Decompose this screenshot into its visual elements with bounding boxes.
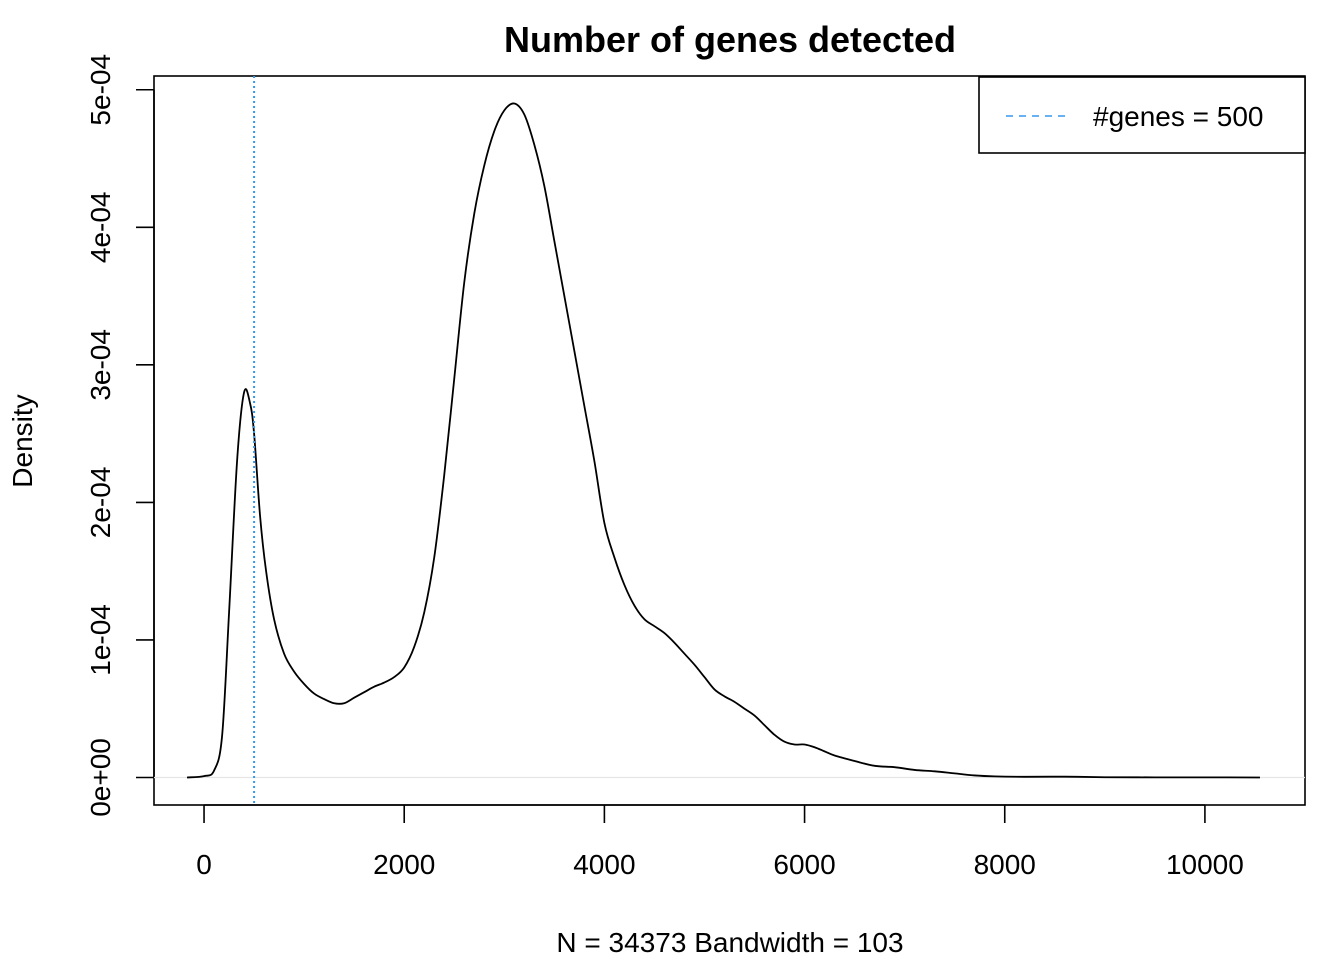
legend: #genes = 500: [978, 76, 1306, 154]
x-tick-label: 0: [196, 849, 212, 880]
y-tick-label: 1e-04: [85, 604, 116, 676]
y-tick-label: 5e-04: [85, 54, 116, 126]
chart-title: Number of genes detected: [504, 19, 956, 60]
x-tick-label: 4000: [573, 849, 635, 880]
y-axis: 0e+00 1e-04 2e-04 3e-04 4e-04 5e-04: [85, 54, 155, 817]
x-axis-label: N = 34373 Bandwidth = 103: [556, 927, 903, 958]
legend-label: #genes = 500: [1093, 101, 1264, 132]
y-tick-label: 3e-04: [85, 329, 116, 401]
x-tick-label: 10000: [1166, 849, 1244, 880]
plot-frame: [153, 75, 1306, 806]
x-tick-label: 8000: [974, 849, 1036, 880]
y-tick-label: 4e-04: [85, 191, 116, 263]
y-tick-label: 0e+00: [85, 738, 116, 817]
density-curve: [186, 102, 1260, 779]
x-tick-label: 2000: [373, 849, 435, 880]
legend-box: [978, 76, 1306, 154]
x-tick-label: 6000: [773, 849, 835, 880]
y-tick-label: 2e-04: [85, 467, 116, 539]
x-axis: 0 2000 4000 6000 8000 10000: [196, 804, 1244, 880]
series-group: [154, 102, 1305, 779]
y-axis-label: Density: [7, 394, 38, 487]
